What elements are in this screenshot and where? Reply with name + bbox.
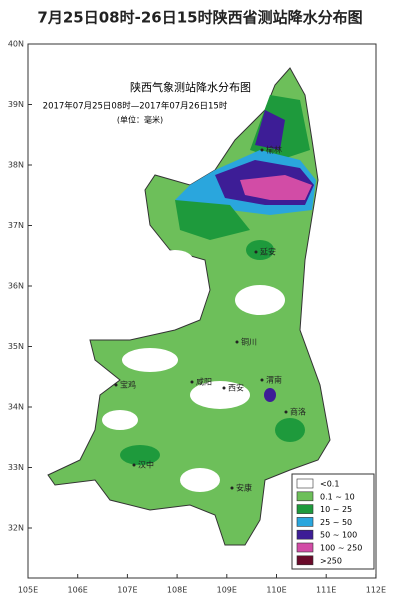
legend-swatch <box>296 517 314 527</box>
lat-label: 36N <box>8 282 24 291</box>
lon-label: 106E <box>68 586 88 595</box>
map-unit: (单位：毫米) <box>117 115 163 125</box>
city-dot <box>190 380 194 384</box>
legend-label: 100 ~ 250 <box>320 544 362 553</box>
city-label: 西安 <box>228 383 244 393</box>
city-dot <box>254 250 258 254</box>
legend-swatch <box>296 504 314 514</box>
legend: <0.1 0.1 ~ 10 10 ~ 25 25 ~ 50 50 ~ 100 100 ~ … <box>291 473 375 570</box>
lon-label: 107E <box>117 586 137 595</box>
page-title: 7月25日08时-26日15时陕西省测站降水分布图 <box>37 9 362 27</box>
lat-label: 37N <box>8 221 24 230</box>
lon-label: 105E <box>18 586 38 595</box>
legend-label: 50 ~ 100 <box>320 531 357 540</box>
lat-label: 33N <box>8 463 24 472</box>
lon-label: 108E <box>167 586 187 595</box>
city-label: 咸阳 <box>196 377 212 387</box>
legend-swatch <box>296 542 314 553</box>
lon-label: 112E <box>366 586 386 595</box>
lon-label: 110E <box>266 586 286 595</box>
city-dot <box>235 340 239 344</box>
legend-label: <0.1 <box>320 480 339 489</box>
city-dot <box>132 463 136 467</box>
city-dot <box>284 410 288 414</box>
lat-label: 32N <box>8 524 24 533</box>
legend-label: 10 ~ 25 <box>320 505 352 514</box>
lon-label: 111E <box>316 586 336 595</box>
city-label: 商洛 <box>290 407 306 417</box>
city-dot <box>230 486 234 490</box>
legend-label: 25 ~ 50 <box>320 518 352 527</box>
lat-label: 39N <box>8 100 24 109</box>
lat-label: 38N <box>8 161 24 170</box>
legend-swatch <box>296 478 314 489</box>
lat-label: 40N <box>8 40 24 49</box>
city-label: 铜川 <box>241 337 257 347</box>
lon-label: 109E <box>217 586 237 595</box>
map-title: 陕西气象测站降水分布图 <box>130 80 251 94</box>
city-dot <box>260 378 264 382</box>
city-label: 安康 <box>236 483 252 493</box>
legend-swatch <box>296 491 314 502</box>
city-dot <box>114 383 118 387</box>
legend-label: >250 <box>320 556 342 565</box>
city-dot <box>222 386 226 390</box>
lat-label: 34N <box>8 403 24 412</box>
city-label: 汉中 <box>138 460 154 470</box>
legend-swatch <box>296 529 314 540</box>
city-dot <box>260 148 264 152</box>
city-label: 宝鸡 <box>120 380 136 390</box>
city-label: 渭南 <box>266 375 282 385</box>
province <box>47 67 331 546</box>
lat-label: 35N <box>8 342 24 351</box>
city-label: 延安 <box>260 247 276 257</box>
city-label: 榆林 <box>266 145 282 155</box>
map-period: 2017年07月25日08时—2017年07月26日15时 <box>43 101 228 112</box>
legend-swatch <box>296 555 314 566</box>
legend-label: 0.1 ~ 10 <box>320 492 355 501</box>
